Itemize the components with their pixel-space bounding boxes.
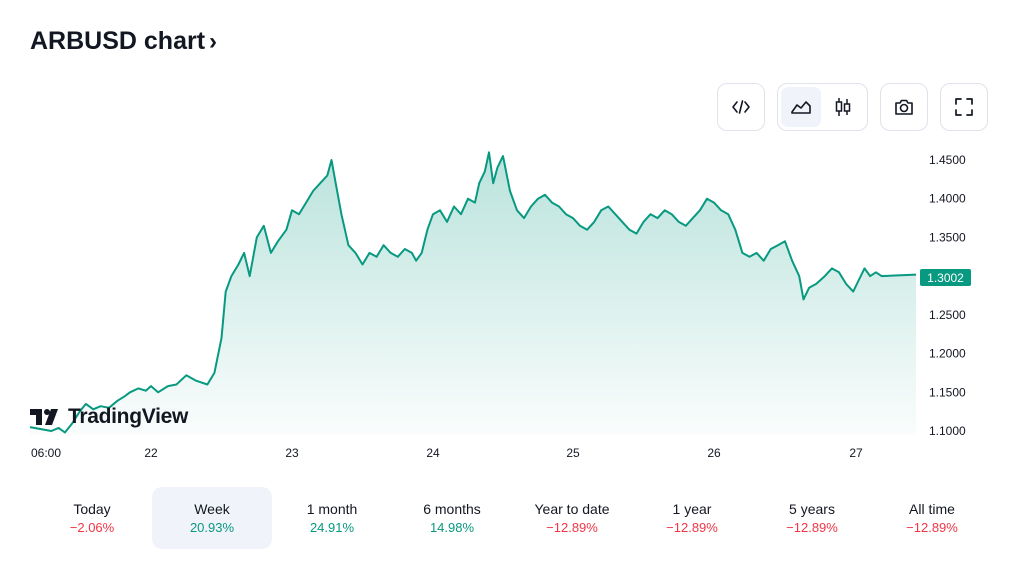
price-area-fill xyxy=(30,152,916,436)
y-tick-label: 1.4500 xyxy=(929,153,966,167)
period-label: Week xyxy=(194,501,230,517)
period-label: 5 years xyxy=(789,501,835,517)
period-change: −12.89% xyxy=(786,520,838,535)
logo-text: TradingView xyxy=(68,405,189,428)
x-tick-label: 22 xyxy=(144,446,158,460)
period-change: −2.06% xyxy=(69,520,115,535)
y-tick-label: 1.3500 xyxy=(929,230,966,244)
period-selector: Today −2.06% Week 20.93% 1 month 24.91% 6 mont… xyxy=(32,487,992,549)
price-chart[interactable]: 1.4500 1.4000 1.3500 1.2500 1.2000 1.1500 1.10… xyxy=(0,140,1024,470)
candlestick-icon xyxy=(835,98,851,116)
period-label: 6 months xyxy=(423,501,481,517)
candlestick-chart-button[interactable] xyxy=(823,87,863,127)
period-change: 14.98% xyxy=(429,520,475,535)
last-price-label: 1.3002 xyxy=(920,269,971,286)
page-title: ARBUSD chart xyxy=(30,27,206,55)
embed-button[interactable] xyxy=(717,83,765,131)
y-tick-label: 1.1500 xyxy=(929,385,966,399)
period-tab-year-to-date[interactable]: Year to date −12.89% xyxy=(512,487,632,549)
period-label: Year to date xyxy=(534,501,610,517)
x-tick-label: 26 xyxy=(707,446,721,460)
period-tab-5-years[interactable]: 5 years −12.89% xyxy=(752,487,872,549)
x-tick-label: 25 xyxy=(566,446,580,460)
period-change: −12.89% xyxy=(906,520,958,535)
fullscreen-button[interactable] xyxy=(940,83,988,131)
period-change: 20.93% xyxy=(189,520,235,535)
x-tick-label: 06:00 xyxy=(31,446,61,460)
period-tab-1-month[interactable]: 1 month 24.91% xyxy=(272,487,392,549)
x-tick-label: 23 xyxy=(285,446,299,460)
area-chart-button[interactable] xyxy=(781,87,821,127)
period-label: 1 year xyxy=(672,501,712,517)
period-tab-6-months[interactable]: 6 months 14.98% xyxy=(392,487,512,549)
y-tick-label: 1.4000 xyxy=(929,192,966,206)
period-tab-today[interactable]: Today −2.06% xyxy=(32,487,152,549)
chart-title-link[interactable]: ARBUSD chart › xyxy=(30,27,217,56)
x-tick-label: 24 xyxy=(426,446,440,460)
camera-icon xyxy=(895,99,913,115)
chevron-right-icon: › xyxy=(209,27,218,55)
period-label: 1 month xyxy=(306,501,358,517)
tradingview-logo-icon xyxy=(30,409,58,425)
period-change: −12.89% xyxy=(546,520,598,535)
period-change: 24.91% xyxy=(309,520,355,535)
period-change: −12.89% xyxy=(666,520,718,535)
period-label: All time xyxy=(909,501,955,517)
y-tick-label: 1.1000 xyxy=(929,424,966,438)
period-tab-1-year[interactable]: 1 year −12.89% xyxy=(632,487,752,549)
code-icon xyxy=(732,100,750,114)
tradingview-logo[interactable]: TradingView xyxy=(30,405,188,429)
y-tick-label: 1.2500 xyxy=(929,308,966,322)
snapshot-button[interactable] xyxy=(880,83,928,131)
price-line xyxy=(29,151,917,434)
period-tab-all-time[interactable]: All time −12.89% xyxy=(872,487,992,549)
area-chart-icon xyxy=(791,101,811,114)
period-tab-week[interactable]: Week 20.93% xyxy=(152,487,272,549)
x-tick-label: 27 xyxy=(849,446,863,460)
fullscreen-icon xyxy=(955,98,973,116)
chart-style-switcher xyxy=(777,83,868,131)
y-tick-label: 1.2000 xyxy=(929,347,966,361)
period-label: Today xyxy=(73,501,111,517)
